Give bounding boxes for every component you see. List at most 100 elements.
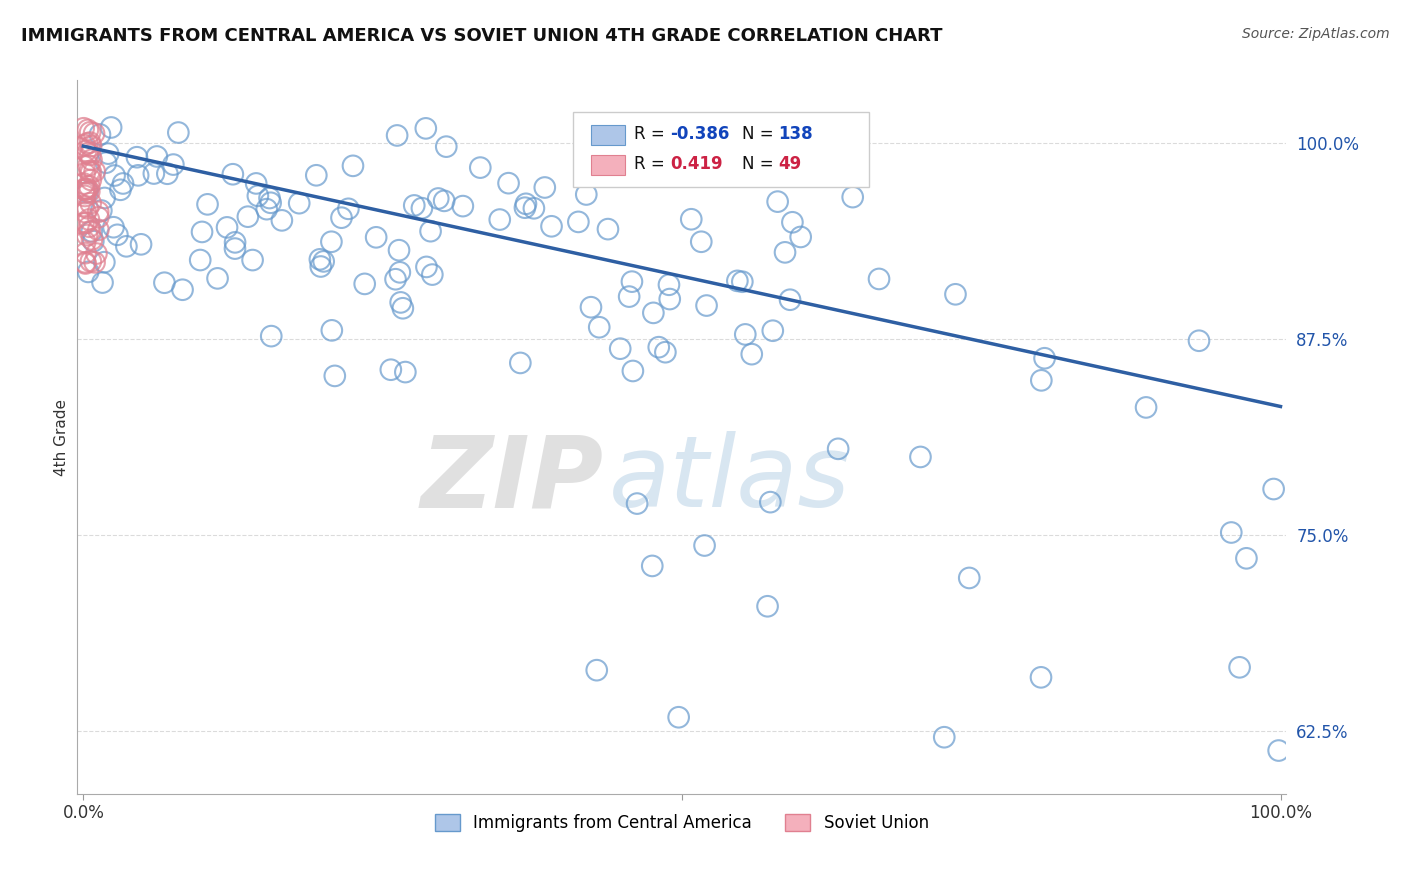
Point [80, 173, 103, 187]
Point [451, 199, 474, 213]
Text: 138: 138 [779, 125, 813, 143]
Point [73, 182, 96, 196]
Point [75, 235, 97, 249]
Point [79, 164, 101, 178]
Point [73, 183, 96, 197]
Point [73, 186, 96, 201]
Point [596, 222, 619, 236]
Text: Source: ZipAtlas.com: Source: ZipAtlas.com [1241, 27, 1389, 41]
Point [75, 256, 97, 270]
Point [215, 220, 238, 235]
Point [77, 179, 100, 194]
Point [76, 182, 98, 196]
Point [321, 323, 343, 337]
Bar [592, 155, 626, 175]
Point [621, 364, 644, 378]
Point [224, 242, 246, 256]
Point [384, 272, 406, 286]
Point [342, 159, 364, 173]
Point [523, 202, 546, 216]
Point [72, 121, 94, 136]
Point [83, 127, 105, 141]
Point [77, 185, 100, 199]
Point [643, 306, 665, 320]
Point [77, 159, 100, 173]
Point [420, 268, 443, 282]
Point [404, 198, 426, 212]
Point [89, 128, 111, 142]
Point [76, 136, 98, 151]
Point [80, 139, 103, 153]
Point [773, 245, 796, 260]
Point [79, 148, 101, 162]
Point [86, 246, 108, 260]
Point [498, 176, 520, 190]
Point [97, 146, 120, 161]
Point [841, 190, 863, 204]
Point [309, 260, 332, 274]
Point [236, 210, 259, 224]
Point [388, 265, 411, 279]
Point [197, 197, 219, 211]
Point [388, 243, 411, 257]
Point [515, 196, 537, 211]
Point [162, 157, 184, 171]
Point [654, 345, 676, 359]
Point [110, 183, 132, 197]
Point [1263, 482, 1285, 496]
Point [415, 260, 437, 274]
Point [766, 194, 789, 209]
Point [756, 599, 779, 614]
Point [419, 224, 441, 238]
Point [509, 356, 531, 370]
Point [125, 150, 148, 164]
Point [609, 342, 631, 356]
Point [470, 161, 492, 175]
Text: ZIP: ZIP [420, 432, 603, 528]
Point [323, 368, 346, 383]
Point [80, 232, 103, 246]
Point [389, 295, 412, 310]
Point [207, 271, 229, 285]
Point [288, 196, 311, 211]
Point [79, 125, 101, 139]
Text: R =: R = [634, 155, 669, 173]
Point [191, 225, 214, 239]
Point [585, 663, 607, 677]
Point [188, 253, 211, 268]
Point [87, 223, 110, 237]
Point [93, 191, 115, 205]
Point [693, 539, 716, 553]
Point [73, 189, 96, 203]
Point [1031, 373, 1053, 387]
Point [434, 139, 457, 153]
Point [309, 252, 332, 267]
Point [224, 235, 246, 250]
Point [142, 167, 165, 181]
Point [1229, 660, 1251, 674]
Point [72, 199, 94, 213]
Point [488, 212, 510, 227]
Point [620, 275, 643, 289]
Point [588, 320, 610, 334]
Point [394, 365, 416, 379]
Point [156, 167, 179, 181]
Point [957, 571, 980, 585]
Point [104, 169, 127, 183]
Point [77, 219, 100, 234]
Point [87, 204, 110, 219]
Point [129, 237, 152, 252]
Point [1029, 670, 1052, 684]
Text: N =: N = [742, 155, 779, 173]
Point [513, 201, 536, 215]
Point [256, 202, 278, 216]
Point [312, 254, 335, 268]
Point [112, 177, 135, 191]
Point [690, 235, 713, 249]
Point [76, 202, 98, 216]
Text: -0.386: -0.386 [669, 125, 730, 143]
Point [87, 211, 110, 225]
Point [575, 187, 598, 202]
Point [93, 255, 115, 269]
Point [945, 287, 967, 301]
